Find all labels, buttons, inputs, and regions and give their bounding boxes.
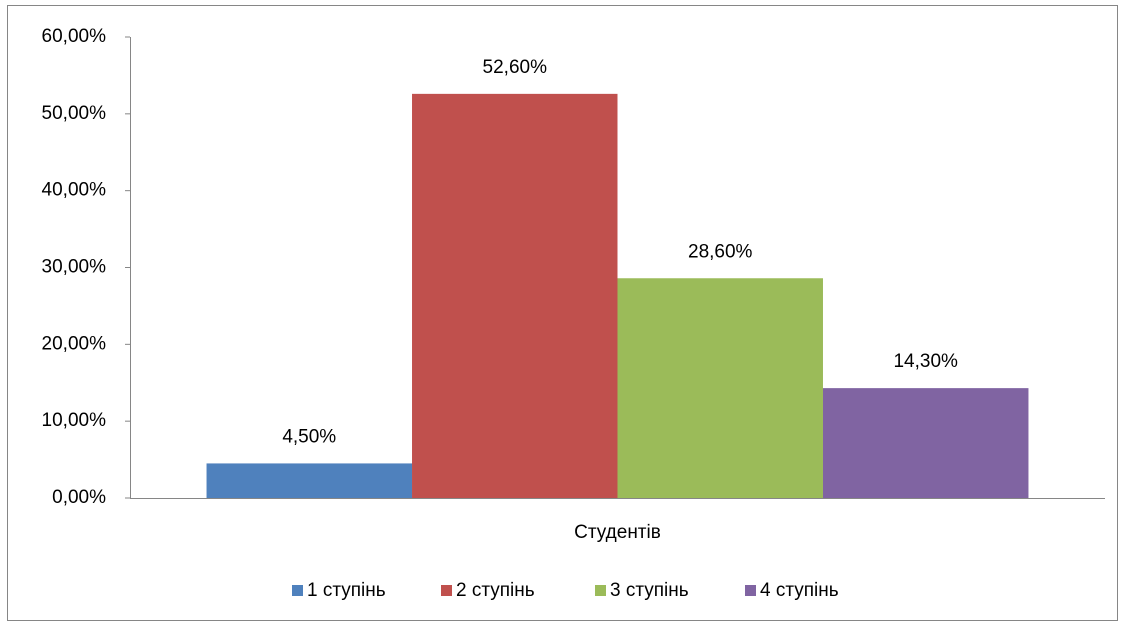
y-tick-label: 0,00% — [52, 487, 106, 508]
legend-label: 1 ступінь — [307, 580, 386, 601]
legend-swatch — [292, 585, 303, 596]
data-label: 14,30% — [893, 351, 958, 372]
y-tick-label: 40,00% — [42, 180, 107, 201]
data-label: 52,60% — [483, 57, 548, 78]
data-label: 28,60% — [688, 241, 753, 262]
y-tick-label: 50,00% — [42, 103, 107, 124]
y-tick-label: 30,00% — [42, 257, 107, 278]
legend-label: 2 ступінь — [456, 580, 535, 601]
bar — [206, 463, 413, 498]
bar — [412, 93, 618, 499]
bar — [617, 278, 823, 498]
x-tick-label: Студентів — [574, 522, 661, 543]
legend-swatch — [745, 585, 756, 596]
legend-swatch — [595, 585, 606, 596]
y-tick-label: 20,00% — [42, 333, 107, 354]
y-tick-label: 60,00% — [42, 26, 107, 47]
y-tick-label: 10,00% — [42, 410, 107, 431]
legend-label: 4 ступінь — [760, 580, 839, 601]
legend-label: 3 ступінь — [610, 580, 689, 601]
data-label: 4,50% — [282, 426, 336, 447]
bar — [822, 388, 1029, 498]
legend-swatch — [441, 585, 452, 596]
